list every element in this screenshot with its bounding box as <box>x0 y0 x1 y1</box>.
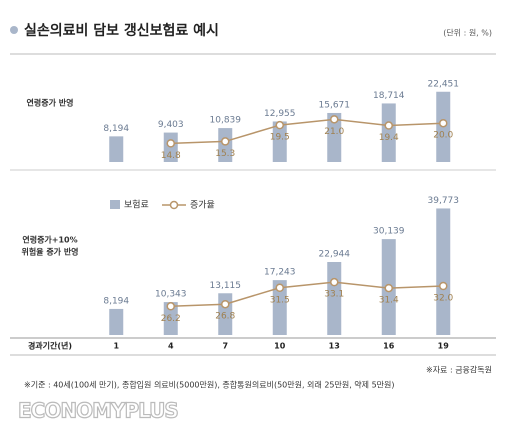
growth-point <box>275 120 284 130</box>
growth-point <box>330 115 339 124</box>
logo: ECONOMYPLUS <box>18 399 178 423</box>
bar-label: 17,243 <box>264 268 296 278</box>
growth-label: 31.5 <box>270 295 290 305</box>
bar-label: 18,714 <box>373 91 405 101</box>
growth-label: 33.1 <box>324 290 344 300</box>
growth-label: 21.0 <box>324 127 344 137</box>
bar-label: 10,343 <box>155 290 187 300</box>
bar <box>381 103 396 162</box>
bar-label: 15,671 <box>319 100 351 110</box>
bar-label: 13,115 <box>210 281 242 291</box>
bar-label: 10,839 <box>210 116 242 126</box>
panel-label: 위험율 증가 반영 <box>21 247 78 257</box>
chart-title: 실손의료비 담보 갱신보험료 예시 <box>24 22 219 39</box>
growth-point <box>275 283 284 292</box>
x-tick-label: 19 <box>438 342 450 351</box>
x-tick-label: 16 <box>383 342 395 351</box>
bar <box>327 112 342 162</box>
growth-label: 14.8 <box>161 151 181 161</box>
bar <box>272 121 287 162</box>
title-bullet <box>10 26 18 34</box>
bar-label: 9,403 <box>158 120 184 130</box>
x-tick-label: 13 <box>329 342 340 351</box>
unit-note: (단위 : 원, %) <box>443 28 492 38</box>
growth-line <box>170 118 444 145</box>
bar-label: 30,139 <box>373 227 405 237</box>
growth-label: 26.2 <box>161 314 181 324</box>
legend-label: 보험료 <box>124 200 149 211</box>
panel-label: 연령증가 반영 <box>27 98 74 108</box>
bar-label: 22,451 <box>428 79 460 89</box>
growth-label: 19.4 <box>379 133 399 143</box>
growth-point <box>439 118 448 128</box>
bar-label: 39,773 <box>428 196 460 206</box>
growth-point <box>384 121 393 130</box>
growth-label: 15.3 <box>215 149 235 159</box>
x-axis-label: 경과기간(년) <box>28 341 72 351</box>
bar <box>109 308 124 335</box>
growth-point <box>439 281 448 291</box>
bar-label: 12,955 <box>264 109 296 119</box>
x-tick-label: 1 <box>113 342 119 351</box>
growth-label: 19.5 <box>270 133 290 143</box>
legend-swatch <box>110 200 120 209</box>
legend-marker <box>169 200 179 210</box>
growth-label: 26.8 <box>215 312 235 322</box>
legend-label: 증가율 <box>190 200 215 211</box>
growth-point <box>166 139 175 148</box>
x-tick-label: 10 <box>274 342 286 351</box>
growth-point <box>330 277 339 287</box>
growth-point <box>221 137 230 146</box>
bar-label: 8,194 <box>103 124 129 134</box>
bar <box>109 136 124 162</box>
growth-point <box>221 299 230 309</box>
growth-line <box>170 281 444 308</box>
growth-point <box>166 302 175 311</box>
bar <box>272 280 287 335</box>
x-tick-label: 7 <box>222 342 228 351</box>
bar <box>436 208 451 335</box>
panel-label: 연령증가+10% <box>22 235 77 245</box>
source: ※자료 : 금융감독원 <box>426 365 492 375</box>
growth-point <box>384 283 393 293</box>
bar <box>163 302 178 335</box>
bar-label: 22,944 <box>319 249 351 259</box>
growth-label: 32.0 <box>433 294 453 304</box>
growth-label: 20.0 <box>433 131 453 141</box>
growth-label: 31.4 <box>379 296 399 306</box>
x-tick-label: 4 <box>168 342 174 351</box>
note: ※기준 : 40세(100세 만기), 종합입원 의료비(5000만원), 종합… <box>24 380 395 390</box>
bar-label: 8,194 <box>103 296 129 306</box>
